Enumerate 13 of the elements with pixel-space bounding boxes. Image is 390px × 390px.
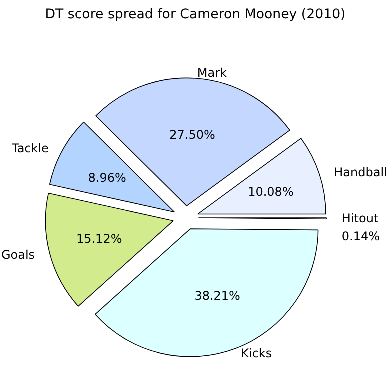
- data-label: 27.50%: [170, 128, 216, 142]
- slice-label: Goals: [1, 248, 36, 262]
- slice-label: Handball: [334, 166, 388, 180]
- slice-label: Kicks: [241, 346, 272, 361]
- data-label: 0.14%: [342, 229, 380, 244]
- slice-label: Hitout: [342, 212, 379, 226]
- slice-label: Mark: [197, 66, 228, 80]
- data-label: 8.96%: [88, 171, 126, 186]
- chart-title: DT score spread for Cameron Mooney (2010): [45, 8, 346, 22]
- data-label: 38.21%: [194, 288, 240, 303]
- data-label: 15.12%: [76, 232, 122, 246]
- data-label: 10.08%: [248, 184, 294, 199]
- slice-label: Tackle: [10, 141, 49, 156]
